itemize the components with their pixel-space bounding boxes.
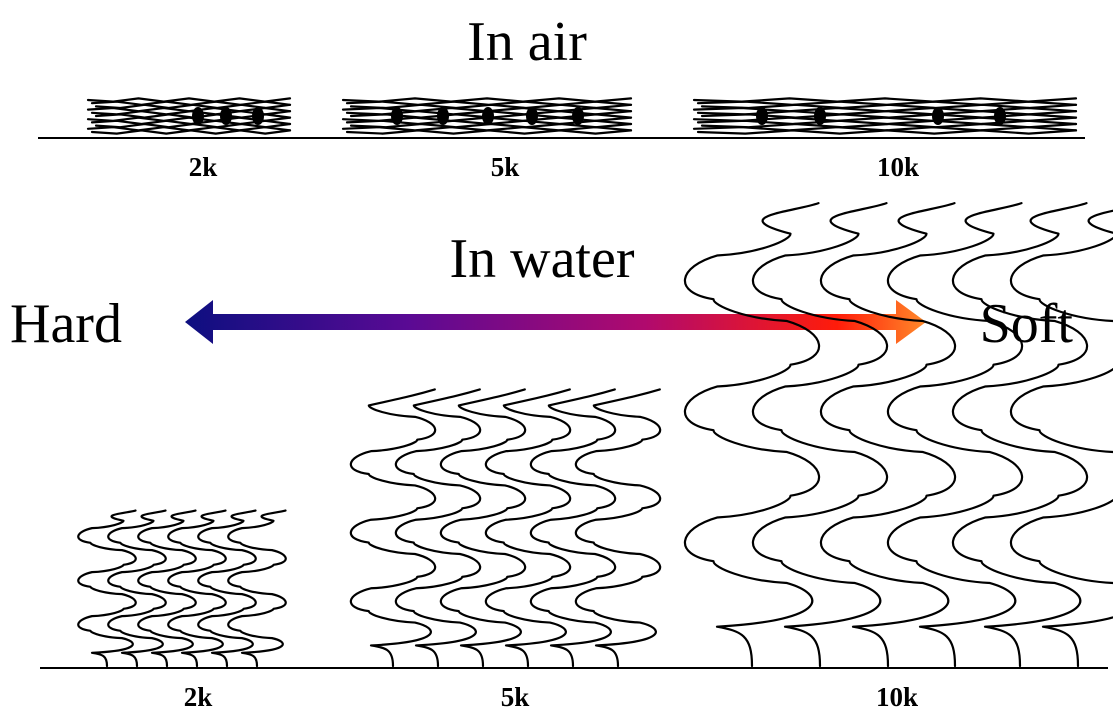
- water-label-5k: 5k: [501, 682, 530, 712]
- collapsed-chain: [700, 103, 1078, 110]
- collapsed-chain: [700, 122, 1078, 129]
- collapsed-knot: [482, 107, 494, 125]
- water-label-2k: 2k: [184, 682, 213, 712]
- collapsed-knot: [252, 107, 264, 125]
- collapsed-knot: [437, 107, 449, 125]
- polymer-chain: [439, 388, 527, 668]
- collapsed-knot: [391, 107, 403, 125]
- collapsed-knot: [526, 107, 538, 125]
- collapsed-chain: [345, 129, 633, 135]
- air-brush-5k: [341, 97, 633, 135]
- collapsed-knot: [220, 107, 232, 125]
- collapsed-knot: [192, 107, 204, 125]
- polymer-chain: [529, 388, 617, 668]
- collapsed-chain: [696, 129, 1078, 135]
- collapsed-knot: [994, 107, 1006, 125]
- polymer-chain: [349, 388, 437, 668]
- hard-label: Hard: [10, 293, 122, 355]
- collapsed-chain: [86, 97, 292, 103]
- water-brush-5k: [349, 388, 662, 668]
- air-label-10k: 10k: [877, 152, 919, 182]
- polymer-chain: [886, 202, 1024, 668]
- polymer-chain: [683, 202, 821, 668]
- water-label-10k: 10k: [876, 682, 918, 712]
- collapsed-knot: [814, 107, 826, 125]
- polymer-chain: [574, 388, 662, 668]
- soft-label: Soft: [980, 293, 1074, 355]
- collapsed-chain: [94, 103, 292, 110]
- collapsed-knot: [756, 107, 768, 125]
- collapsed-chain: [349, 103, 633, 110]
- collapsed-knot: [572, 107, 584, 125]
- air-label-5k: 5k: [491, 152, 520, 182]
- polymer-chain: [197, 509, 257, 668]
- polymer-chain: [107, 509, 167, 668]
- polymer-chain: [951, 202, 1089, 668]
- polymer-chain: [484, 388, 572, 668]
- hard-soft-arrow: [185, 300, 926, 344]
- polymer-chain: [77, 509, 137, 668]
- polymer-chain: [227, 509, 287, 668]
- collapsed-chain: [90, 129, 292, 135]
- water-brush-2k: [77, 509, 287, 668]
- air-brush-2k: [86, 97, 292, 135]
- air-label-2k: 2k: [189, 152, 218, 182]
- polymer-chain: [137, 509, 197, 668]
- air-brush-10k: [692, 97, 1078, 135]
- air-title: In air: [467, 11, 587, 73]
- water-title: In water: [449, 228, 634, 290]
- collapsed-chain: [94, 122, 292, 129]
- polymer-chain: [751, 202, 889, 668]
- collapsed-knot: [932, 107, 944, 125]
- collapsed-chain: [692, 97, 1078, 103]
- collapsed-chain: [349, 122, 633, 129]
- collapsed-chain: [341, 97, 633, 103]
- polymer-chain: [394, 388, 482, 668]
- polymer-chain: [819, 202, 957, 668]
- water-brush-10k: [683, 202, 1113, 668]
- polymer-chain: [167, 509, 227, 668]
- polymer-chain: [1009, 209, 1113, 668]
